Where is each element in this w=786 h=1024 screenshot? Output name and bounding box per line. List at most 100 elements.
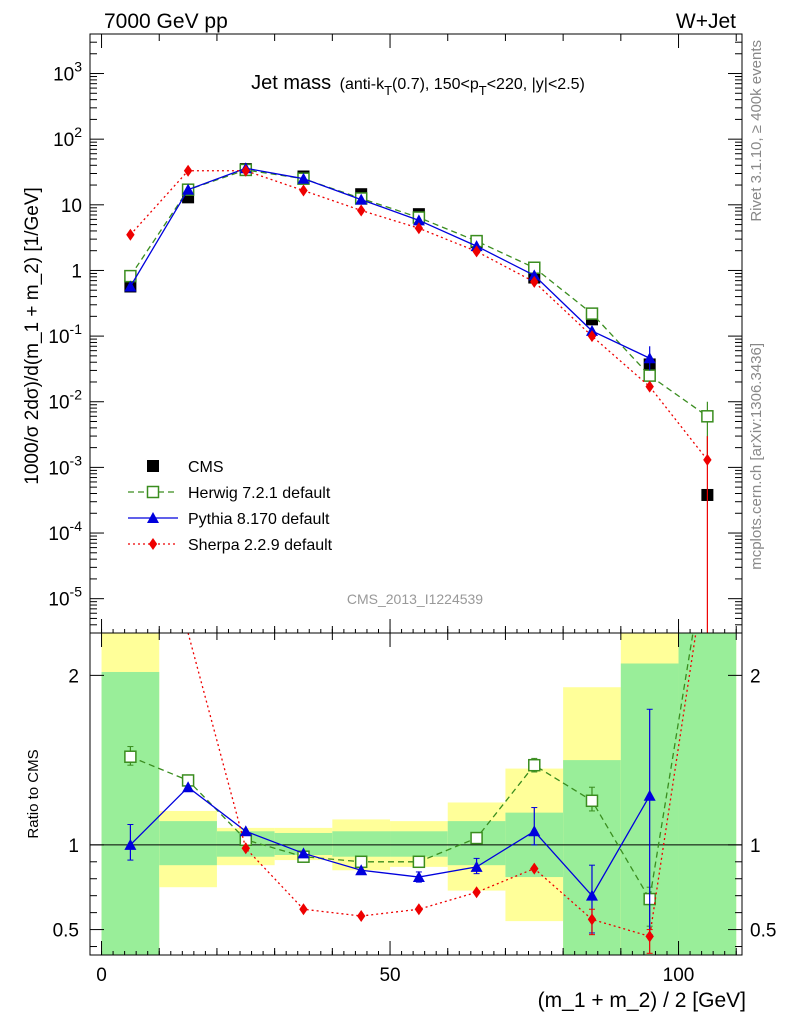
main-panel: 10-5 10-4 10-3 10-2 10-1 1 10 102 103 Jet mass (… <box>22 33 743 634</box>
main-title-sub-2: T <box>384 83 392 98</box>
sherpa-ratio-point <box>241 842 250 855</box>
legend: CMS Herwig 7.2.1 default Pythia 8.170 defa… <box>128 459 333 554</box>
main-title: Jet mass (anti-kT(0.7), 150<pT<220, |y|<… <box>251 72 585 98</box>
legend-marker-sherpa <box>148 538 158 550</box>
main-y-tick-label: 102 <box>53 124 82 151</box>
sherpa-ratio-point <box>414 903 424 916</box>
main-y-tick-label: 10-5 <box>48 584 82 611</box>
pythia-ratio-line <box>129 786 651 897</box>
pythia-point <box>182 183 195 195</box>
header-energy-label: 7000 GeV pp <box>104 10 228 33</box>
ratio-y-tick-label: 0.5 <box>53 921 79 942</box>
sherpa-ratio-point <box>356 910 366 923</box>
pythia-ratio-point <box>585 889 598 901</box>
pythia-ratio-point <box>124 838 137 850</box>
herwig-line <box>129 169 708 417</box>
x-tick-label: 0 <box>96 965 107 986</box>
ratio-series-sherpa <box>187 632 697 954</box>
pythia-point <box>412 214 425 226</box>
pythia-ratio-point <box>643 789 656 801</box>
sherpa-ratio-point <box>472 886 481 899</box>
pythia-point <box>528 269 541 281</box>
sherpa-ratio-point <box>587 913 597 926</box>
series-sherpa <box>126 164 712 633</box>
legend-marker-CMS <box>147 460 159 472</box>
ratio-y-tick-label: 1 <box>68 836 79 857</box>
uncertainty-band-green <box>159 821 217 866</box>
main-title-sub-4: T <box>479 83 487 98</box>
x-axis-label: (m_1 + m_2) / 2 [GeV] <box>538 989 746 1012</box>
sherpa-point <box>126 228 135 241</box>
uncertainty-band-green <box>332 831 391 857</box>
legend-label-sherpa: Sherpa 2.2.9 default <box>188 537 333 554</box>
sherpa-ratio-point <box>299 903 308 916</box>
pythia-line <box>129 167 650 359</box>
legend-label-herwig: Herwig 7.2.1 default <box>188 485 331 502</box>
ratio-y-tick-label-right: 2 <box>750 666 761 687</box>
sherpa-point <box>645 380 654 393</box>
header-process-label: W+Jet <box>676 10 736 33</box>
pythia-point <box>297 172 310 184</box>
herwig-ratio-point <box>412 855 426 869</box>
main-title-sub-1: (anti-k <box>340 76 385 93</box>
herwig-ratio-point <box>585 794 599 808</box>
pythia-ratio-point <box>470 860 483 872</box>
pythia-point <box>643 352 656 364</box>
legend-marker-pythia <box>147 512 159 523</box>
pythia-point <box>124 280 137 292</box>
watermark-analysis-id: CMS_2013_I1224539 <box>347 591 483 607</box>
ratio-y-tick-label-right: 1 <box>750 836 761 857</box>
herwig-ratio-point <box>124 750 137 763</box>
herwig-point <box>585 307 599 320</box>
main-y-tick-label: 10-2 <box>48 387 82 414</box>
sherpa-point <box>703 453 712 466</box>
main-y-axis-label: 1000/σ 2dσ)/d(m_1 + m_2) [1/GeV] <box>22 187 43 485</box>
sherpa-point <box>183 164 193 177</box>
sherpa-ratio-point <box>645 930 654 943</box>
mcplots-label: mcplots.cern.ch [arXiv:1306.3436] <box>748 343 765 570</box>
rivet-version-label: Rivet 3.1.10, ≥ 400k events <box>748 40 765 222</box>
pythia-ratio-point <box>297 847 310 859</box>
sherpa-point <box>241 164 250 177</box>
pythia-ratio-point <box>239 825 252 837</box>
sherpa-point <box>356 204 366 217</box>
x-tick-label: 50 <box>379 965 400 986</box>
main-y-tick-label: 10-1 <box>48 321 82 348</box>
ratio-plot-frame <box>89 632 743 956</box>
x-tick-label: 100 <box>663 965 695 986</box>
main-y-tick-label: 10-4 <box>48 518 82 545</box>
uncertainty-band-green <box>390 831 448 857</box>
sherpa-point <box>587 330 597 343</box>
legend-label-pythia: Pythia 8.170 default <box>188 511 330 528</box>
main-title-sub-3: (0.7), 150<p <box>392 76 479 93</box>
sherpa-point <box>472 245 481 258</box>
herwig-ratio-point <box>470 831 483 845</box>
pythia-ratio-point <box>528 825 541 837</box>
uncertainty-band-green <box>101 671 160 955</box>
series-pythia <box>124 162 656 371</box>
legend-label-CMS: CMS <box>188 459 224 476</box>
sherpa-ratio-point <box>530 862 539 875</box>
main-title-main: Jet mass <box>251 72 331 94</box>
sherpa-point <box>530 275 539 288</box>
uncertainty-band-green <box>678 633 737 955</box>
ratio-series-pythia <box>124 708 656 936</box>
ratio-y-tick-label-right: 0.5 <box>750 921 776 942</box>
pythia-ratio-point <box>182 781 195 793</box>
main-title-sub-5: <220, |y|<2.5) <box>487 76 585 93</box>
main-y-tick-label: 10-3 <box>48 452 82 479</box>
sherpa-point <box>414 222 424 235</box>
main-y-tick-label: 10 <box>61 196 82 217</box>
herwig-point <box>643 369 656 382</box>
pythia-point <box>355 193 368 205</box>
pythia-ratio-point <box>355 864 368 876</box>
sherpa-point <box>299 184 308 197</box>
herwig-point <box>701 410 714 423</box>
main-y-tick-label: 1 <box>71 261 82 282</box>
uncertainty-band-green <box>274 832 333 856</box>
legend-marker-herwig <box>146 485 160 499</box>
ratio-y-tick-label: 2 <box>68 666 79 687</box>
ratio-panel: 0 50 100 0.5 0.5 1 1 2 2 Ratio to CMS (m_1 + m_2… <box>25 632 776 1012</box>
main-y-tick-label: 103 <box>53 59 82 86</box>
